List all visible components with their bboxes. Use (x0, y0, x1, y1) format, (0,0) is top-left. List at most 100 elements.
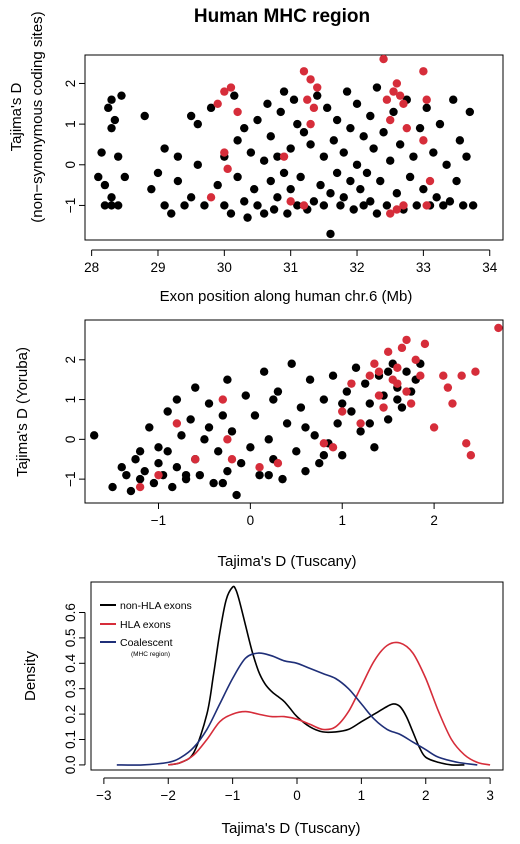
panel-1-point-black (193, 160, 202, 169)
panel-2-point-black (338, 451, 347, 460)
panel-2-point-black (131, 455, 140, 464)
panel-2-point-black (218, 478, 228, 488)
panel-2-point-black (227, 427, 237, 436)
panel-1-point-red (395, 91, 405, 100)
panel-2-point-red (356, 419, 365, 428)
figure-title: Human MHC region (194, 6, 370, 27)
panel-2-x-tick-label: 2 (430, 513, 438, 528)
panel-1: 28 29 30 31 32 33 34 −1 0 1 2 Exon position along… (8, 11, 504, 305)
panel-1-point-red (313, 83, 322, 92)
panel-1-point-red (286, 197, 295, 206)
panel-1-point-black (376, 176, 385, 186)
panel-2-point-black (319, 451, 329, 460)
panel-1-point-black (405, 172, 415, 182)
panel-1-point-black (349, 205, 358, 214)
panel-2-point-red (370, 359, 379, 368)
panel-1-point-black (97, 148, 106, 157)
panel-1-point-black (322, 103, 332, 113)
panel-1-point-red (402, 123, 411, 133)
panel-1-y-tick-label: −1 (63, 198, 78, 213)
panel-1-point-red (399, 201, 408, 210)
panel-1-point-red (233, 107, 242, 117)
panel-1-point-black (379, 128, 388, 137)
panel-1-point-black (233, 136, 242, 145)
panel-2-x-ticks: −1 0 1 2 (151, 502, 438, 528)
panel-3-frame (90, 581, 504, 771)
panel-1-point-black (336, 201, 345, 210)
panel-1-x-tick-label: 30 (217, 260, 232, 275)
panel-2-point-black (269, 395, 278, 404)
panel-2-point-black (287, 359, 296, 368)
panel-1-point-black (253, 115, 262, 125)
panel-2-point-black (264, 435, 273, 444)
panel-1-y-tick-label: 2 (63, 80, 78, 88)
panel-1-point-black (386, 156, 395, 165)
panel-1-x-ticks: 28 29 30 31 32 33 34 (84, 249, 498, 275)
panel-1-point-black (415, 123, 425, 133)
panel-1-x-label: Exon position along human chr.6 (Mb) (160, 288, 413, 305)
panel-1-point-black (455, 136, 465, 145)
panel-3-x-tick-label: −1 (225, 788, 240, 803)
panel-1-point-black (186, 193, 196, 202)
panel-1-point-black (269, 205, 279, 214)
panel-1-point-black (253, 201, 262, 210)
panel-1-point-black (220, 201, 229, 210)
panel-2-point-black (319, 395, 329, 404)
panel-1-point-black (113, 201, 123, 210)
panel-1-point-black (412, 201, 421, 210)
panel-1-point-black (173, 176, 183, 186)
panel-1-point-black (266, 176, 275, 186)
panel-2-point-black (163, 447, 172, 456)
panel-3-y-tick-label: 0.0 (63, 756, 78, 775)
panel-2-point-red (328, 443, 338, 452)
panel-1-point-black (117, 91, 126, 100)
panel-1-point-black (429, 148, 438, 157)
panel-2-point-black (204, 399, 214, 408)
panel-1-point-black (296, 172, 305, 182)
panel-2-points (89, 323, 503, 500)
panel-1-point-black (359, 201, 368, 210)
panel-1-point-black (432, 193, 441, 202)
panel-2-point-red (383, 347, 393, 357)
panel-2-point-black (333, 419, 342, 428)
panel-2-point-black (126, 486, 136, 496)
panel-2-point-black (191, 383, 200, 392)
panel-1-point-black (372, 209, 382, 218)
panel-1-point-red (379, 54, 388, 64)
panel-1-point-black (240, 197, 249, 206)
panel-1-point-red (306, 119, 315, 129)
panel-2-point-red (172, 419, 182, 428)
panel-1-points (94, 54, 478, 239)
panel-2-frame (84, 319, 504, 504)
panel-2-point-red (227, 455, 237, 464)
panel-1-point-black (342, 87, 352, 96)
legend-label-non-hla: non-HLA exons (120, 600, 192, 612)
panel-1-point-black (259, 209, 269, 218)
panel-2-point-black (172, 462, 182, 472)
panel-2-point-black (246, 443, 255, 452)
panel-1-point-red (206, 193, 216, 202)
panel-3-x-ticks: −3 −2 −1 0 1 2 3 (96, 777, 494, 803)
panel-2-point-black (149, 478, 159, 488)
panel-1-point-red (223, 164, 232, 174)
panel-2-point-black (232, 490, 241, 500)
panel-2-point-red (471, 367, 480, 376)
panel-1-y-label-2: (non−synonymous coding sites) (29, 11, 46, 222)
panel-1-point-red (399, 99, 408, 108)
panel-2-point-black (214, 447, 223, 456)
panel-1-x-tick-label: 32 (350, 260, 365, 275)
panel-1-point-red (279, 152, 289, 161)
panel-2-point-black (264, 470, 273, 480)
panel-1-point-black (273, 193, 282, 202)
panel-1-point-black (160, 201, 169, 210)
panel-2-y-tick-label: 1 (63, 396, 78, 404)
panel-1-point-black (243, 213, 252, 222)
legend: non-HLA exons HLA exons Coalescent (MHC … (100, 600, 192, 658)
panel-2-point-black (347, 407, 356, 416)
panel-1-point-black (319, 152, 329, 161)
panel-3-x-tick-label: −2 (161, 788, 176, 803)
panel-1-point-black (419, 184, 428, 194)
panel-2-point-red (135, 482, 145, 492)
panel-1-point-black (465, 107, 475, 117)
